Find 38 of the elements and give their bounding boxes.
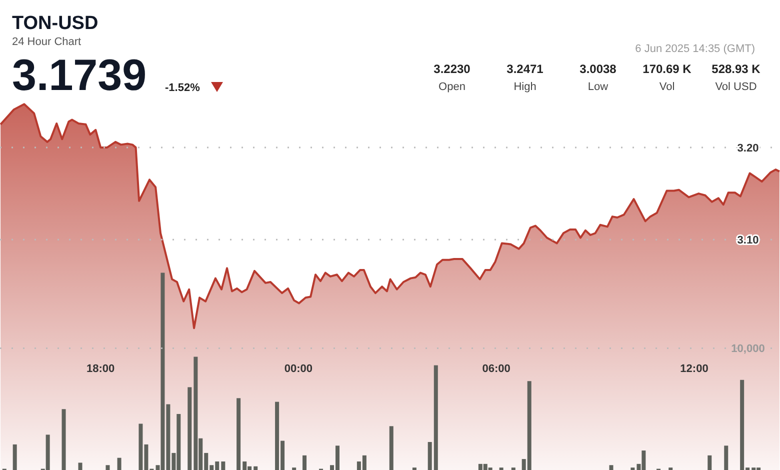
x-tick-label: 12:00 [680, 363, 708, 375]
bar [254, 466, 258, 470]
bar [434, 365, 438, 470]
annotation: 3.0038 [580, 62, 617, 76]
bar [708, 455, 712, 470]
annotation: -1.52% [165, 82, 200, 94]
annotation: Open [438, 81, 466, 93]
bar [609, 465, 614, 470]
bar [78, 462, 82, 470]
annotation: 6 Jun 2025 14:35 (GMT) [635, 43, 755, 55]
bar [12, 444, 17, 470]
bar [188, 387, 192, 470]
bar [117, 458, 122, 470]
y-tick-label: 3.10 [737, 234, 759, 246]
x-tick-label: 00:00 [284, 363, 313, 375]
x-tick-label: 18:00 [86, 363, 115, 375]
annotation: High [514, 81, 536, 93]
text: TON-USD [12, 13, 98, 34]
annotation: Vol USD [715, 81, 757, 93]
annotation: 3.2471 [506, 62, 544, 76]
bar [389, 426, 394, 470]
bar [236, 398, 241, 470]
annotation: Vol [659, 81, 675, 93]
y2-tick-label: 10,000 [731, 343, 765, 356]
x-tick-label: 06:00 [482, 363, 510, 375]
annotation: 3.2230 [434, 62, 471, 76]
bar [428, 442, 432, 470]
annotation: 528.93 K [712, 62, 761, 76]
annotation: Low [588, 81, 608, 93]
bar [724, 446, 728, 470]
y-tick-label: 3.20 [737, 142, 759, 154]
bar [62, 409, 66, 470]
annotation: 3.1739 [12, 51, 147, 100]
text: 24 Hour Chart [12, 36, 82, 48]
bar [302, 455, 307, 470]
annotation: 170.69 K [642, 62, 692, 76]
bar [221, 461, 226, 470]
bar [106, 465, 110, 470]
